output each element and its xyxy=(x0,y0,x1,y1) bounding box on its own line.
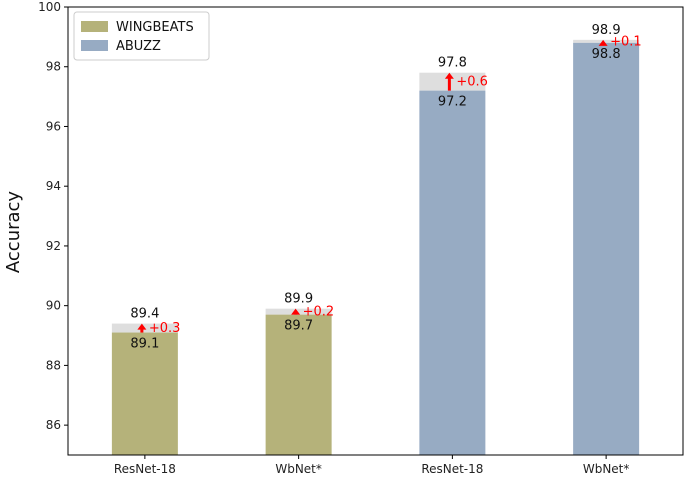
legend-swatch xyxy=(81,40,108,51)
gain-arrow-head xyxy=(137,323,147,330)
legend-swatch xyxy=(81,21,108,32)
y-tick-label: 98 xyxy=(46,60,61,74)
improved-value-label: 98.9 xyxy=(592,23,621,38)
y-tick-label: 86 xyxy=(46,418,61,432)
improved-value-label: 89.9 xyxy=(284,292,313,307)
bar xyxy=(111,332,178,455)
gain-arrow-head xyxy=(444,72,454,79)
gain-arrow-head xyxy=(598,39,608,46)
improved-value-label: 89.4 xyxy=(130,307,159,322)
bar xyxy=(419,90,486,456)
axes: 86 88 90 92 94 96 98 100 ResNet-18 WbNet* ResNet-1… xyxy=(38,0,684,476)
y-tick-label: 96 xyxy=(46,119,61,133)
gain-label: +0.1 xyxy=(610,34,642,49)
bar xyxy=(265,314,332,455)
improvement-segment xyxy=(419,72,486,91)
improvement-segment xyxy=(265,308,332,315)
base-value-label: 89.1 xyxy=(130,337,159,352)
gain-label: +0.2 xyxy=(303,305,335,320)
x-tick-label: ResNet-18 xyxy=(114,462,176,476)
plot-frame xyxy=(67,6,684,456)
y-tick-label: 100 xyxy=(38,0,61,14)
gain-label: +0.3 xyxy=(149,321,181,336)
y-axis-label: Accuracy xyxy=(3,191,24,274)
x-tick-label: WbNet* xyxy=(275,462,322,476)
plot-area: 89.4 89.1+0.3 89.9 89.7+0.2 97.8 97.2 +0.6 98.9… xyxy=(111,23,642,456)
x-tick-label: ResNet-18 xyxy=(421,462,483,476)
base-value-label: 97.2 xyxy=(438,95,467,110)
x-tick-label: WbNet* xyxy=(583,462,630,476)
gain-label: +0.6 xyxy=(456,75,488,90)
y-tick-label: 88 xyxy=(46,358,61,372)
legend: WINGBEATS ABUZZ xyxy=(73,11,210,61)
legend-label: WINGBEATS xyxy=(116,20,194,35)
improvement-segment xyxy=(573,39,640,43)
gain-arrow-head xyxy=(291,308,301,315)
base-value-label: 98.8 xyxy=(592,47,621,62)
legend-label: ABUZZ xyxy=(116,39,161,54)
improved-value-label: 97.8 xyxy=(438,56,467,71)
y-tick-label: 92 xyxy=(46,239,61,253)
y-tick-label: 90 xyxy=(46,299,61,313)
base-value-label: 89.7 xyxy=(284,319,313,334)
bar xyxy=(573,42,640,456)
y-tick-label: 94 xyxy=(46,179,61,193)
